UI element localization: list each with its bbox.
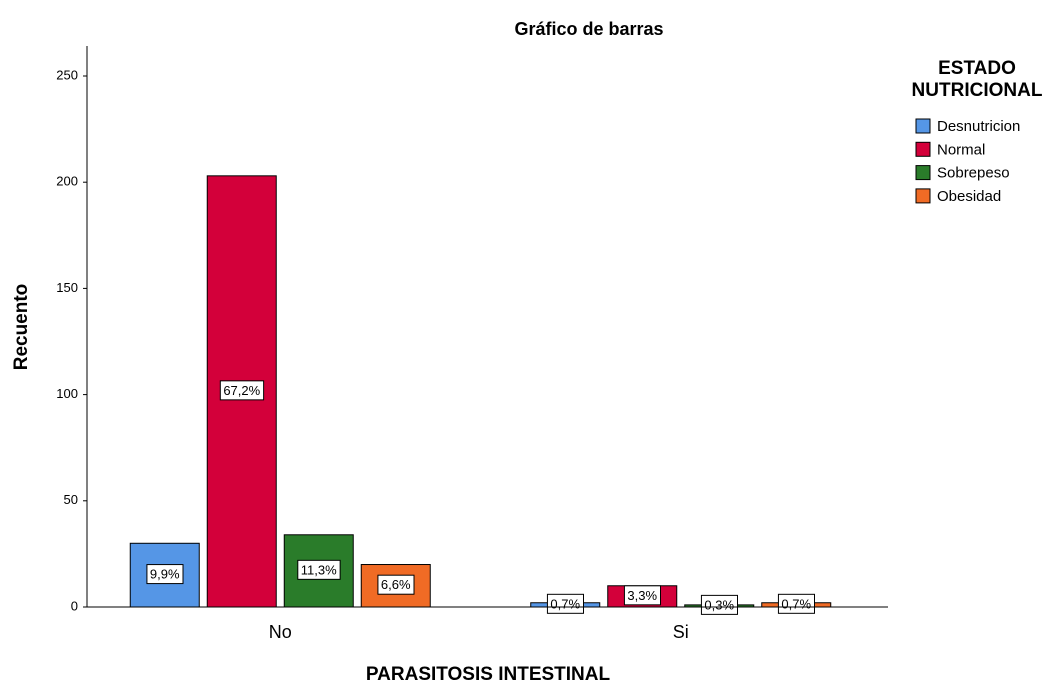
data-label: 67,2% <box>223 383 260 398</box>
data-label-box <box>377 574 415 595</box>
legend-label: Normal <box>937 141 985 158</box>
data-label-box <box>219 380 265 401</box>
y-tick-label: 0 <box>71 598 78 613</box>
data-label-box <box>777 593 816 614</box>
y-axis-label: Recuento <box>11 284 32 371</box>
y-tick-label: 50 <box>64 492 78 507</box>
x-axis-label: PARASITOSIS INTESTINAL <box>366 664 611 684</box>
data-label: 0,7% <box>781 596 811 611</box>
data-label-box <box>146 564 184 585</box>
legend-label: Desnutricion <box>937 118 1020 135</box>
data-label-box <box>297 559 341 580</box>
data-label: 3,3% <box>627 588 657 603</box>
legend-title: ESTADO NUTRICIONAL <box>911 58 1043 101</box>
data-label: 9,9% <box>150 567 180 582</box>
legend-label: Sobrepeso <box>937 165 1010 182</box>
y-tick-label: 150 <box>56 280 78 295</box>
data-label: 0,3% <box>704 597 734 612</box>
x-tick-label: Si <box>673 622 689 642</box>
data-label: 11,3% <box>301 562 337 577</box>
y-tick-label: 250 <box>56 67 78 82</box>
legend-swatch <box>915 188 931 204</box>
data-label: 0,7% <box>550 596 580 611</box>
legend-swatch <box>915 118 931 134</box>
legend-label: Obesidad <box>937 188 1001 205</box>
x-tick-label: No <box>269 622 292 642</box>
data-label-box <box>623 585 662 606</box>
y-tick-label: 100 <box>56 386 78 401</box>
y-tick-label: 200 <box>56 174 78 189</box>
chart-title: Gráfico de barras <box>514 19 663 39</box>
data-label-box <box>700 594 739 615</box>
data-label-box <box>546 593 585 614</box>
legend-swatch <box>915 141 931 157</box>
legend-swatch <box>915 165 931 181</box>
data-label: 6,6% <box>381 577 411 592</box>
